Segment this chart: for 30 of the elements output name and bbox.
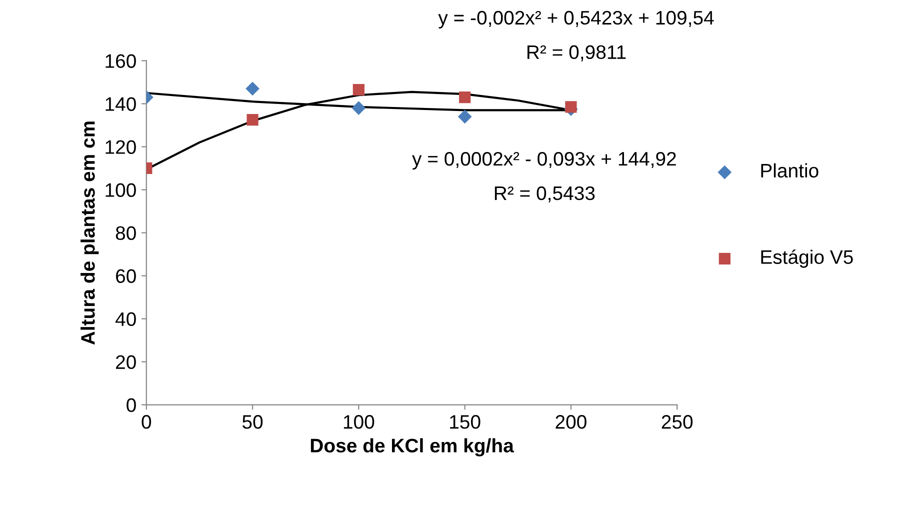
annotation: y = 0,0002x² - 0,093x + 144,92 — [412, 152, 676, 170]
y-tick-label: 140 — [106, 97, 136, 111]
x-tick-label: 100 — [344, 415, 374, 429]
point — [246, 114, 258, 126]
legend-label: Plantio — [761, 163, 818, 178]
point — [352, 101, 366, 115]
x-tick-label: 0 — [142, 415, 152, 429]
point — [459, 91, 471, 104]
x-axis-title: Dose de KCl em kg/ha — [310, 438, 514, 456]
annotation: R² = 0,5433 — [494, 186, 595, 202]
point — [246, 82, 260, 96]
y-axis-title: Altura de plantas em cm — [80, 122, 99, 345]
legend-label: Estágio V5 — [761, 249, 853, 268]
annotation: R² = 0,9811 — [528, 45, 626, 62]
x-tick-label: 250 — [662, 415, 693, 429]
y-tick-label: 20 — [116, 355, 136, 370]
y-tick-label: 60 — [116, 269, 136, 284]
text: y = -0,002x² + 0,5423x + 109,54 — [438, 10, 714, 28]
x-tick-label: 200 — [556, 415, 586, 429]
y-tick-label: 80 — [116, 226, 136, 240]
y-tick-label: 40 — [116, 312, 136, 326]
x-tick-label: 150 — [450, 415, 480, 429]
y-tick-label: 160 — [106, 54, 136, 68]
y-tick-label: 120 — [106, 140, 136, 154]
point — [565, 101, 577, 113]
point — [352, 84, 364, 96]
x-tick-label: 50 — [242, 415, 263, 429]
point — [458, 110, 472, 124]
y-tick-label: 100 — [106, 183, 136, 197]
y-tick-label: 0 — [126, 398, 136, 412]
